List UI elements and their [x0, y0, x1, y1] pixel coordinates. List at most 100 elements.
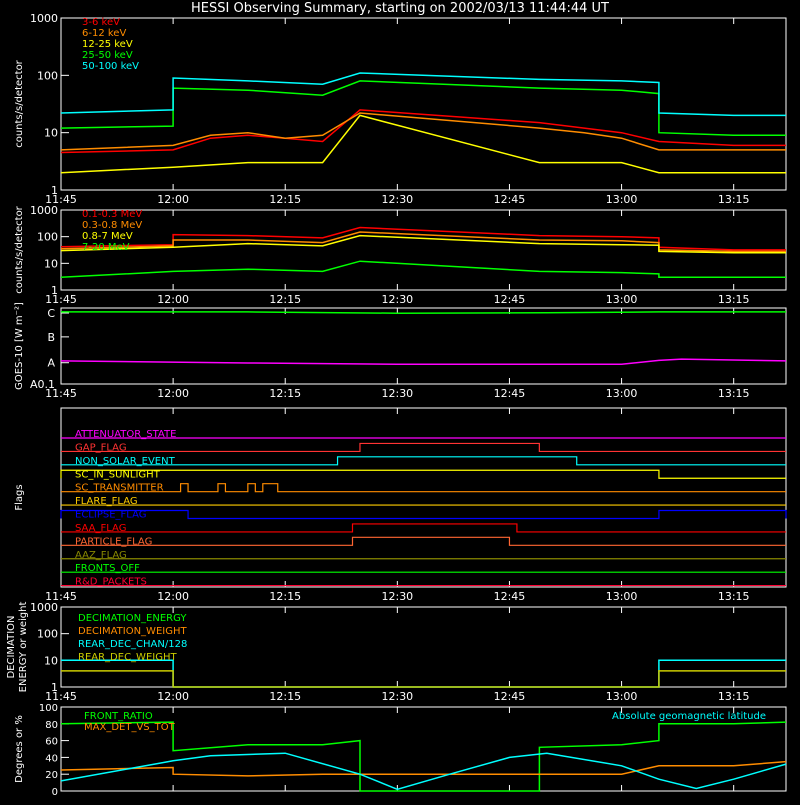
x-tick-label: 12:15: [269, 193, 301, 206]
x-tick-label: 12:15: [269, 387, 301, 400]
legend-entry-4-1: DECIMATION_WEIGHT: [78, 626, 187, 637]
x-tick-label: 12:15: [269, 293, 301, 306]
series-line-0-4: [60, 72, 786, 117]
flag-line-8: [61, 536, 786, 546]
y-tick-label-5-0: 0: [52, 787, 58, 798]
x-tick-label: 12:15: [269, 690, 301, 703]
series-line-1-1: [60, 231, 786, 253]
legend-entry-0-2: 12-25 keV: [82, 39, 133, 50]
x-tick-label: 12:00: [157, 387, 189, 400]
panel-frame-0: [60, 17, 787, 191]
x-tick-label: 12:30: [381, 590, 413, 603]
y-tick-label-4-1: 10: [44, 654, 58, 667]
y-tick-label-0-0: 1: [51, 184, 58, 197]
legend-entry-5-2: MAX_DET_VS_TOT: [84, 722, 176, 733]
x-tick-label: 13:15: [718, 293, 750, 306]
y-tick-label-0-2: 100: [37, 69, 58, 82]
x-tick-label: 12:15: [269, 590, 301, 603]
y-tick-label-2-2: B: [47, 331, 55, 344]
series-line-0-3: [60, 80, 786, 137]
x-tick-label: 11:45: [45, 590, 77, 603]
x-tick-label: 12:45: [494, 387, 526, 400]
flag-label-11: R&D_PACKETS: [75, 577, 147, 588]
x-tick-label: 12:00: [157, 193, 189, 206]
x-tick-label: 12:45: [494, 293, 526, 306]
legend-entry-4-3: REAR_DEC_WEIGHT: [78, 652, 177, 663]
panel-frame-2: [60, 307, 787, 385]
y-axis-label-4b: ENERGY or weight: [18, 602, 29, 693]
y-tick-label-0-3: 1000: [30, 12, 58, 25]
series-line-1-2: [60, 234, 786, 254]
flag-label-5: FLARE_FLAG: [75, 496, 138, 507]
x-tick-label: 13:00: [606, 590, 638, 603]
chart-title: HESSI Observing Summary, starting on 200…: [191, 1, 609, 16]
x-tick-label: 13:15: [718, 387, 750, 400]
y-tick-label-2-3: C: [47, 307, 55, 320]
flag-label-7: SAA_FLAG: [75, 523, 126, 534]
legend-entry-1-3: 7-20 MeV: [82, 242, 130, 253]
flag-label-1: GAP_FLAG: [75, 442, 127, 453]
x-tick-label: 13:15: [718, 590, 750, 603]
series-line-5-0: [60, 721, 787, 792]
flag-label-9: AAZ_FLAG: [75, 550, 127, 561]
x-tick-label: 11:45: [45, 193, 77, 206]
y-tick-label-1-1: 10: [44, 257, 58, 270]
x-tick-label: 12:45: [494, 193, 526, 206]
x-tick-label: 12:30: [381, 293, 413, 306]
legend-entry-5-3: Absolute geomagnetic latitude: [612, 711, 766, 722]
y-tick-label-1-2: 100: [37, 231, 58, 244]
series-line-0-1: [60, 112, 786, 151]
y-tick-label-2-0: A0.1: [30, 378, 55, 391]
y-tick-label-4-2: 100: [37, 628, 58, 641]
x-tick-label: 13:00: [606, 690, 638, 703]
x-tick-label: 11:45: [45, 387, 77, 400]
x-tick-label: 12:30: [381, 193, 413, 206]
y-tick-label-2-1: A: [47, 357, 55, 370]
x-tick-label: 12:45: [494, 690, 526, 703]
flag-label-0: ATTENUATOR_STATE: [75, 429, 176, 440]
legend-entry-1-0: 0.1-0.3 MeV: [82, 209, 142, 220]
legend-entry-0-1: 6-12 keV: [82, 28, 126, 39]
legend-entry-0-4: 50-100 keV: [82, 61, 139, 72]
y-tick-label-4-3: 1000: [30, 601, 58, 614]
y-tick-label-4-0: 1: [51, 681, 58, 694]
y-axis-label-4a: DECIMATION: [6, 615, 17, 678]
series-line-2-1: [60, 358, 787, 366]
series-line-0-0: [60, 109, 786, 154]
x-tick-label: 13:15: [718, 690, 750, 703]
legend-entry-5-0: FRONT_RATIO: [84, 711, 153, 722]
flag-line-6: [60, 509, 787, 520]
y-tick-label-1-3: 1000: [30, 204, 58, 217]
legend-entry-1-1: 0.3-0.8 MeV: [82, 220, 142, 231]
y-tick-label-1-0: 1: [51, 284, 58, 297]
flag-line-1: [61, 442, 786, 453]
y-axis-label-1: counts/s/detector: [14, 205, 25, 293]
y-axis-label-2: GOES-10 [W m⁻²]: [14, 302, 25, 390]
y-axis-label-5: Degrees or %: [14, 715, 25, 783]
flag-line-2: [61, 456, 786, 466]
x-tick-label: 11:45: [45, 293, 77, 306]
x-tick-label: 12:30: [381, 387, 413, 400]
y-axis-label-3: Flags: [14, 484, 25, 510]
x-tick-label: 13:00: [606, 293, 638, 306]
panel-frame-3: [60, 407, 787, 588]
legend-entry-4-2: REAR_DEC_CHAN/128: [78, 639, 187, 650]
flag-label-8: PARTICLE_FLAG: [75, 536, 152, 547]
series-line-0-2: [60, 114, 786, 174]
flag-label-6: ECLIPSE_FLAG: [75, 510, 146, 521]
series-line-1-3: [60, 260, 786, 279]
series-line-2-0: [61, 311, 786, 314]
x-tick-label: 12:00: [157, 590, 189, 603]
series-line-5-3: [60, 752, 787, 791]
x-tick-label: 12:45: [494, 590, 526, 603]
legend-entry-0-0: 3-6 keV: [82, 17, 120, 28]
flag-label-3: SC_IN_SUNLIGHT: [75, 469, 161, 480]
x-tick-label: 13:00: [606, 387, 638, 400]
series-line-4-2: [61, 659, 786, 688]
series-line-1-0: [60, 226, 786, 251]
x-tick-label: 12:30: [381, 690, 413, 703]
x-tick-label: 11:45: [45, 690, 77, 703]
y-tick-label-5-1: 20: [45, 770, 58, 781]
series-line-5-1: [60, 760, 787, 777]
